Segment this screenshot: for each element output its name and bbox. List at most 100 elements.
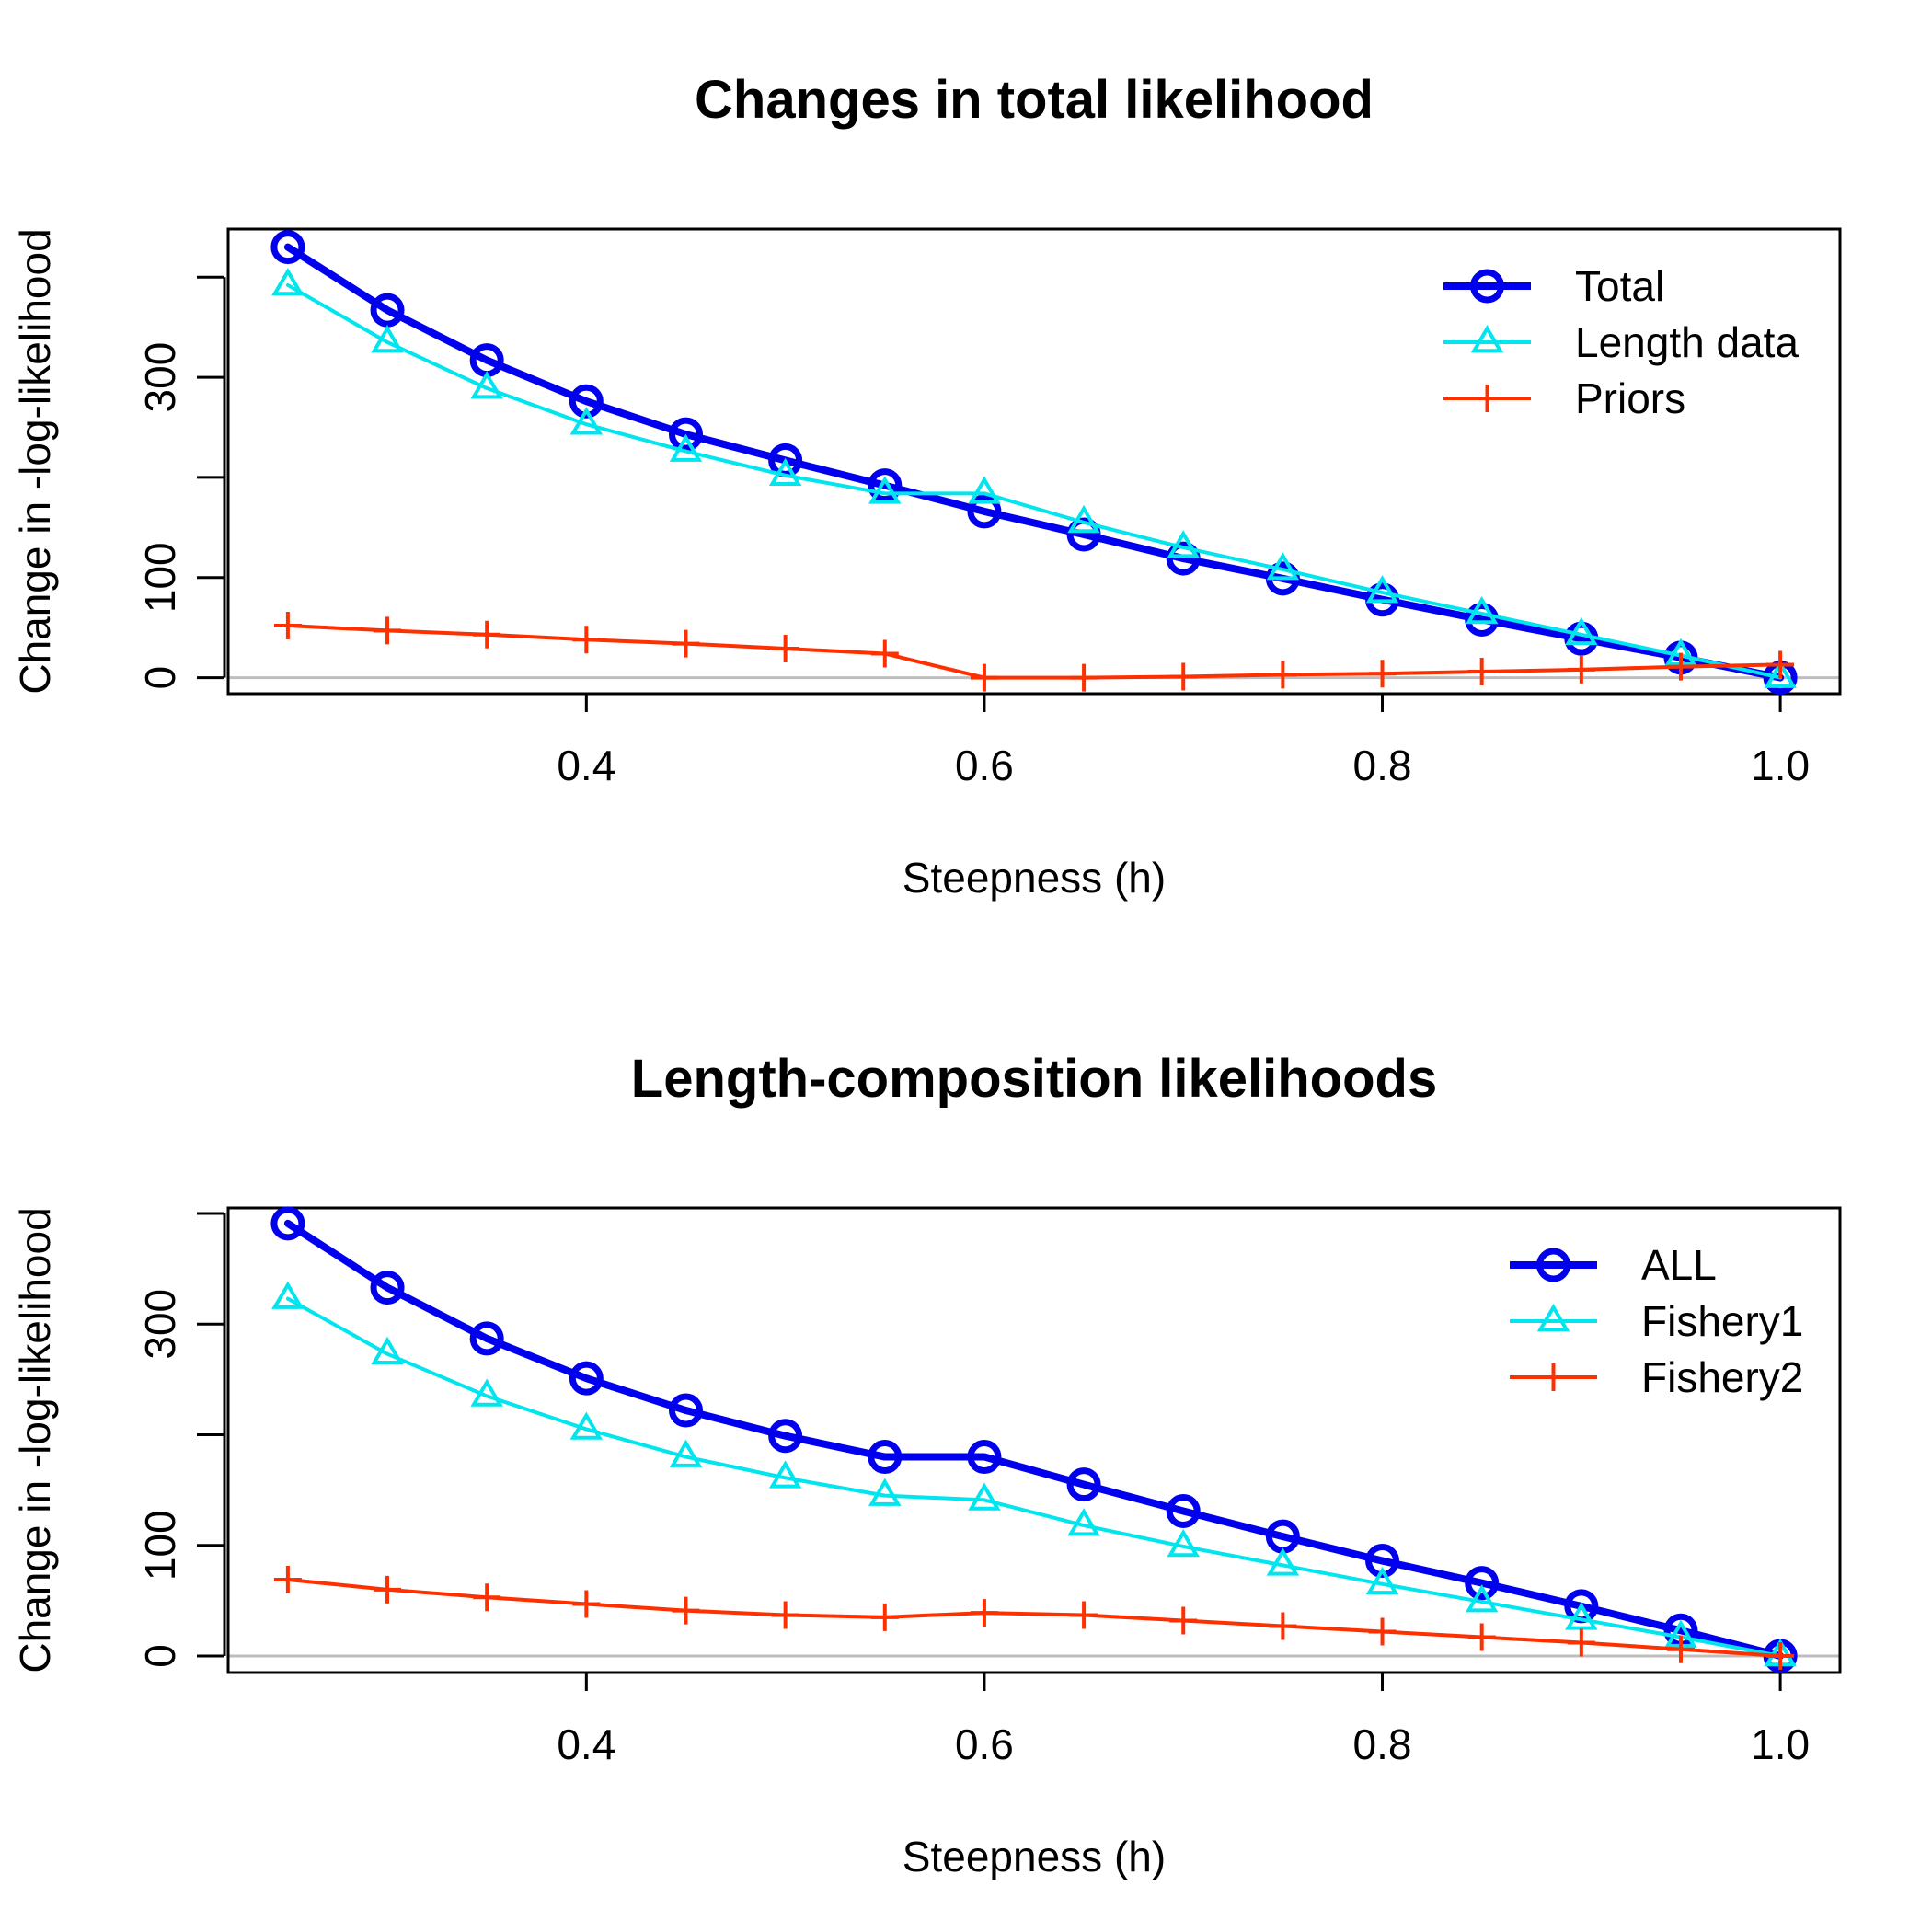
series-2 [273,611,1795,692]
data-point [1269,661,1297,689]
y-axis: 0 100 300 Change in -log-likelihood [11,228,226,695]
x-tick-label: 1.0 [1751,1720,1810,1768]
series-line [285,282,1783,680]
data-point [668,1393,703,1428]
data-point [473,1583,501,1612]
data-point [1465,595,1499,625]
data-point [1169,1606,1198,1635]
series-1 [271,267,1797,688]
data-point [1567,655,1595,684]
data-point [1467,1623,1496,1651]
y-tick-label: 0 [136,666,184,690]
data-point [768,1460,802,1489]
data-point [1764,660,1797,688]
data-point [967,1440,1002,1475]
data-point [569,384,604,419]
x-tick-label: 1.0 [1751,742,1810,789]
data-point [868,1440,903,1475]
y-axis: 0 100 300 Change in -log-likelihood [11,1207,226,1673]
data-point [572,1590,601,1618]
data-point [1368,1617,1397,1646]
x-axis: 0.4 0.6 0.8 1.0 Steepness (h) [557,1671,1810,1880]
data-point [1169,662,1198,691]
data-point [271,1281,305,1309]
data-point [672,629,700,658]
legend-label: ALL [1641,1241,1717,1289]
data-point [270,230,305,265]
data-point [669,433,703,462]
x-tick-label: 0.6 [955,1720,1014,1768]
data-point [370,293,405,328]
data-point [1565,1602,1598,1630]
data-point [374,616,402,645]
data-point [768,1419,803,1454]
data-point [569,407,604,435]
data-point [370,1271,405,1305]
data-point [1465,602,1500,637]
data-point [1365,1544,1400,1579]
data-point [1368,660,1397,688]
data-point [1070,663,1098,692]
x-tick-label: 0.6 [955,742,1014,789]
data-point [374,1575,402,1604]
data-point [669,1439,703,1467]
data-point [970,1599,998,1627]
chart-title: Changes in total likelihood [695,70,1374,130]
chart-title: Length-composition likelihoods [631,1049,1437,1109]
x-axis: 0.4 0.6 0.8 1.0 Steepness (h) [557,692,1810,902]
data-point [473,620,501,649]
data-point [1166,1493,1201,1528]
data-point [1465,1584,1499,1613]
data-point [868,476,902,504]
data-point [768,457,802,487]
x-tick-label: 0.8 [1353,742,1412,789]
data-point [1467,658,1496,686]
data-point [771,635,799,663]
data-point [1067,504,1100,534]
legend-label: Fishery2 [1641,1353,1803,1401]
y-axis-label: Change in -log-likelihood [11,228,59,694]
legend-label: Fishery1 [1641,1297,1803,1345]
data-point [572,626,601,654]
data-point [668,417,703,452]
data-point [868,468,903,503]
data-point [1066,1467,1101,1502]
data-point [569,1361,604,1396]
x-axis-label: Steepness (h) [903,854,1166,902]
legend-marker [1473,385,1501,412]
data-point [1266,1547,1300,1576]
series-line [285,1578,1783,1658]
data-point [469,1321,504,1356]
legend-marker [1536,1304,1570,1332]
series-2 [273,1566,1795,1670]
data-point [371,325,404,353]
legend: Total Length data Priors [1443,262,1799,422]
series-line [283,1219,1785,1660]
data-point [1465,1566,1500,1601]
data-point [1167,1528,1200,1558]
data-point [1269,1612,1297,1640]
data-point [1070,1601,1098,1629]
data-point [870,639,899,668]
data-point [1666,652,1695,681]
data-point [273,1566,302,1593]
data-point [1766,1641,1795,1670]
data-point [1166,541,1201,576]
data-point [868,1478,902,1506]
data-point [270,1206,305,1241]
series-line [285,1296,1783,1658]
data-point [1567,1628,1595,1657]
data-point [470,1378,503,1407]
data-point [1766,650,1795,679]
data-point [569,1411,604,1440]
legend: ALL Fishery1 Fishery2 [1510,1241,1803,1401]
data-point [1365,575,1399,604]
data-point [970,663,998,692]
y-tick-label: 100 [136,542,184,613]
series-0 [270,230,1798,696]
series-line [285,623,1783,680]
data-point [271,267,305,296]
data-point [470,371,503,399]
data-point [672,1596,700,1625]
